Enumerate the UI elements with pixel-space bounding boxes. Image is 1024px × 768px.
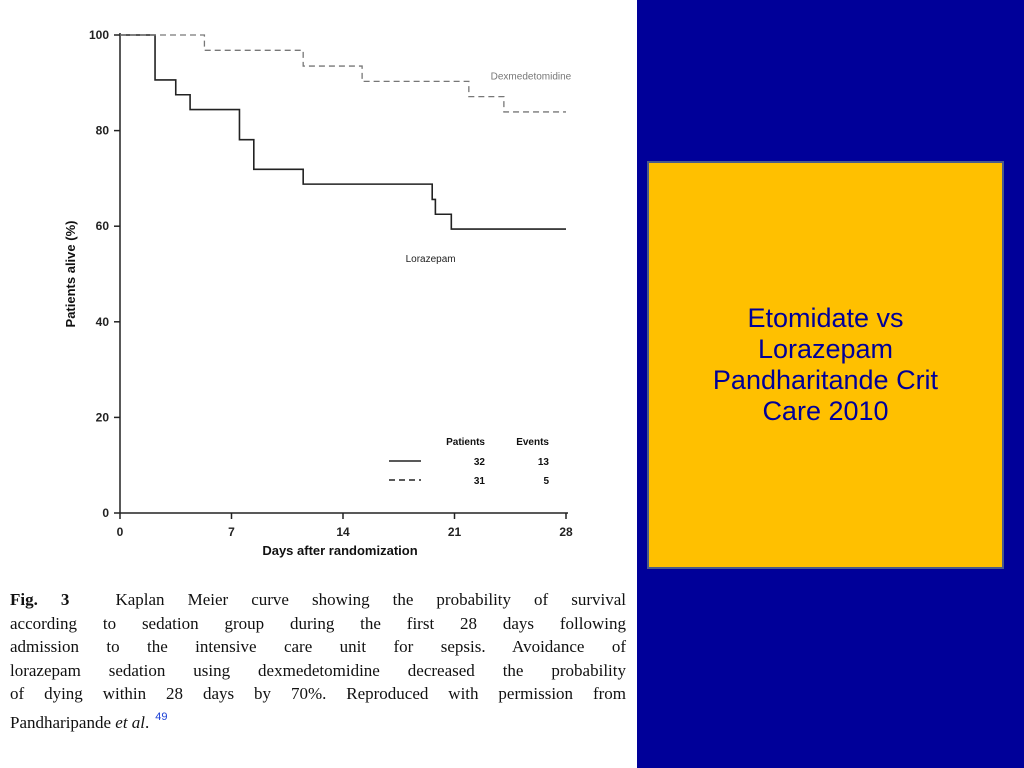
y-tick-label: 80 <box>96 124 110 138</box>
legend-header-events: Events <box>516 437 549 448</box>
caption-text: Kaplan Meier curve showing the probabili… <box>115 590 626 609</box>
chart-axes: 0 20 40 60 80 100 0 7 14 21 28 Days after randomiza… <box>63 28 573 558</box>
caption-line: according to sedation group during the f… <box>10 613 626 633</box>
caption-et-al: et al <box>115 712 146 732</box>
caption-fig-label: Fig. 3 <box>10 590 70 609</box>
dexmedetomidine-series-label: Dexmedetomidine <box>491 71 572 82</box>
slide-title-line: Etomidate vs <box>747 303 904 333</box>
legend-events-value: 5 <box>543 476 549 487</box>
caption-line: Pandharipande et al. 49 <box>10 706 626 735</box>
caption-line: Fig. 3 Kaplan Meier curve showing the pr… <box>10 588 626 612</box>
x-tick-label: 21 <box>448 525 462 539</box>
figure-caption: Fig. 3 Kaplan Meier curve showing the pr… <box>10 588 626 734</box>
caption-line: of dying within 28 days by 70%. Reproduc… <box>10 684 626 703</box>
caption-author: Pandharipande <box>10 712 112 732</box>
slide-title-line: Lorazepam <box>757 334 894 364</box>
x-tick-label: 7 <box>228 525 235 539</box>
y-tick-label: 0 <box>102 506 109 520</box>
slide-title-box: Etomidate vs Lorazepam Pandharitande Cri… <box>647 161 1004 569</box>
y-tick-label: 60 <box>96 219 110 233</box>
caption-period: . <box>145 712 150 732</box>
slide-title-line: Care 2010 <box>762 396 889 426</box>
series-layer: Lorazepam Dexmedetomidine <box>120 34 572 265</box>
figure-panel: 0 20 40 60 80 100 0 7 14 21 28 Days after randomiza… <box>0 0 637 768</box>
kaplan-meier-chart: 0 20 40 60 80 100 0 7 14 21 28 Days after randomiza… <box>63 28 573 558</box>
y-tick-label: 20 <box>96 410 110 424</box>
slide-title: Etomidate vs Lorazepam Pandharitande Cri… <box>713 303 938 427</box>
caption-line: lorazepam sedation using dexmedetomidine… <box>10 660 626 680</box>
dexmedetomidine-curve <box>120 34 566 113</box>
lorazepam-series-label: Lorazepam <box>406 254 456 265</box>
lorazepam-curve <box>120 34 566 230</box>
x-tick-label: 14 <box>336 525 350 539</box>
legend-header-patients: Patients <box>446 437 485 448</box>
caption-line: admission to the intensive care unit for… <box>10 637 626 656</box>
chart-legend: Patients Events 32 13 31 5 <box>389 437 549 487</box>
x-tick-label: 28 <box>559 525 573 539</box>
caption-reference-link[interactable]: 49 <box>155 710 168 723</box>
legend-patients-value: 31 <box>474 476 486 487</box>
slide-title-line: Pandharitande Crit <box>712 365 939 395</box>
y-tick-label: 40 <box>96 315 110 329</box>
y-tick-label: 100 <box>89 28 109 42</box>
y-axis-title: Patients alive (%) <box>63 221 78 328</box>
x-axis-title: Days after randomization <box>262 543 417 558</box>
x-tick-label: 0 <box>117 525 124 539</box>
legend-events-value: 13 <box>538 457 550 468</box>
legend-patients-value: 32 <box>474 457 486 468</box>
